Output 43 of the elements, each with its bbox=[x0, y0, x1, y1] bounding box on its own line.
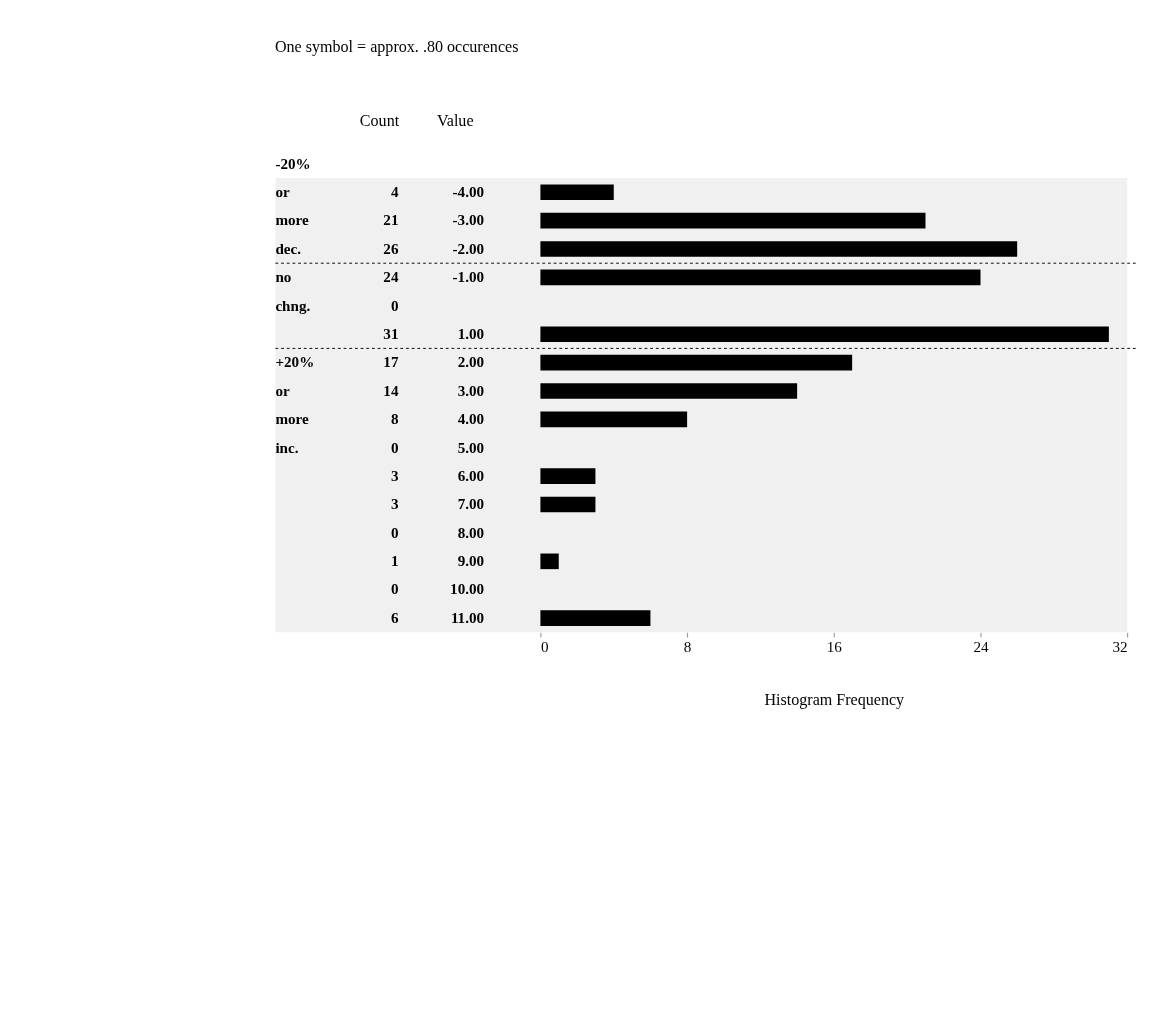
text: One symbol = approx. .80 occurences bbox=[274, 38, 519, 57]
y-tick-label: 3.00 bbox=[457, 382, 485, 399]
data-label: 0 bbox=[390, 297, 399, 314]
y-tick-label: -3.00 bbox=[452, 212, 485, 229]
data-label: 0 bbox=[390, 439, 399, 456]
y-tick-label: 4.00 bbox=[457, 411, 485, 428]
data-label: 17 bbox=[383, 354, 399, 371]
data-label: 4 bbox=[390, 183, 399, 200]
y-tick-label: -1.00 bbox=[452, 269, 485, 286]
y-tick-label: 8.00 bbox=[457, 524, 485, 541]
y-tick-label: 2.00 bbox=[457, 354, 485, 371]
y-tick-label: 1.00 bbox=[457, 325, 485, 342]
y-tick-label: -4.00 bbox=[452, 183, 485, 200]
band-label: no chng. bbox=[275, 269, 311, 314]
x-tick-label: 32 bbox=[1112, 638, 1128, 655]
x-tick-label: 24 bbox=[973, 638, 989, 655]
x-tick-label: 8 bbox=[683, 638, 692, 655]
x-tick-label: 0 bbox=[540, 638, 549, 655]
data-label: 14 bbox=[383, 382, 399, 399]
text: Value bbox=[436, 111, 474, 129]
data-label: 3 bbox=[390, 496, 399, 513]
data-label: 1 bbox=[390, 553, 399, 570]
band-label: -20% or more dec. bbox=[275, 155, 311, 257]
data-label: 31 bbox=[383, 325, 399, 342]
y-tick-label: 9.00 bbox=[457, 553, 485, 570]
y-tick-label: 10.00 bbox=[450, 581, 485, 598]
y-tick-label: 6.00 bbox=[457, 467, 485, 484]
data-label: 6 bbox=[390, 609, 399, 626]
data-label: 3 bbox=[390, 467, 399, 484]
text: Count bbox=[359, 111, 400, 129]
x-axis-title: Histogram Frequency bbox=[764, 690, 905, 709]
y-tick-label: 7.00 bbox=[457, 496, 485, 513]
data-label: 0 bbox=[390, 581, 399, 598]
data-label: 24 bbox=[383, 269, 399, 286]
y-tick-label: -2.00 bbox=[452, 240, 485, 257]
data-label: 8 bbox=[390, 411, 399, 428]
data-label: 26 bbox=[383, 240, 399, 257]
band-label: +20% or more inc. bbox=[275, 354, 315, 456]
y-tick-label: 11.00 bbox=[450, 609, 485, 626]
data-label: 21 bbox=[383, 212, 399, 229]
data-label: 0 bbox=[390, 524, 399, 541]
y-tick-label: 5.00 bbox=[457, 439, 485, 456]
x-tick-label: 16 bbox=[826, 638, 843, 655]
